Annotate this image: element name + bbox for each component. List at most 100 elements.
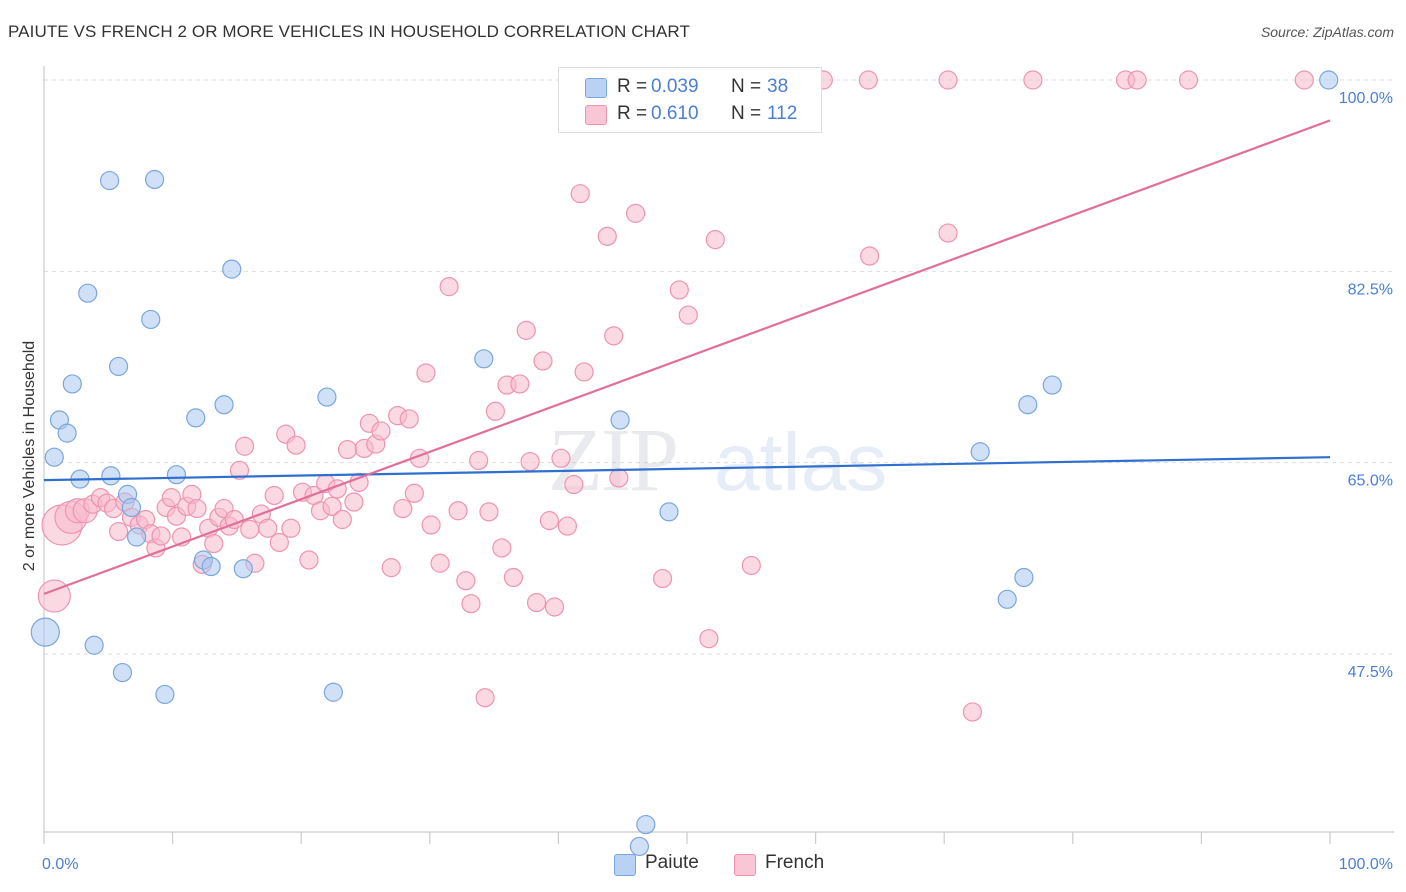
french-point <box>108 521 129 542</box>
french-point <box>204 533 224 554</box>
watermark-atlas: atlas <box>714 417 887 508</box>
french-point <box>492 538 512 558</box>
legend-r-value: 0.610 <box>651 103 699 124</box>
legend-row-paiute: R = 0.039 N = 38 <box>559 74 821 102</box>
french-point <box>240 519 260 539</box>
legend-r-value: 0.039 <box>651 76 699 97</box>
french-point <box>539 511 559 531</box>
paiute-point <box>166 465 187 485</box>
french-point <box>652 568 673 589</box>
french-legend-label: French <box>765 852 825 873</box>
y-tick-label: 47.5% <box>1348 664 1393 681</box>
french-point <box>439 277 459 297</box>
paiute-point <box>84 635 104 655</box>
french-points <box>37 70 1314 722</box>
paiute-point <box>636 814 656 835</box>
paiute-point <box>1018 395 1038 415</box>
french-point <box>510 374 530 394</box>
paiute-point <box>155 684 175 705</box>
french-point <box>1178 70 1199 90</box>
french-point <box>286 435 306 455</box>
paiute-point <box>610 410 630 430</box>
french-point <box>609 468 629 488</box>
paiute-point <box>629 836 650 857</box>
chart-title: PAIUTE VS FRENCH 2 OR MORE VEHICLES IN H… <box>8 22 690 41</box>
french-point <box>281 518 301 538</box>
paiute-swatch <box>585 78 607 98</box>
french-point <box>399 409 419 429</box>
source-label: Source: ZipAtlas.com <box>1260 24 1394 40</box>
french-point <box>557 516 578 536</box>
french-point <box>161 488 181 508</box>
paiute-point <box>186 408 206 428</box>
french-point <box>485 401 505 421</box>
french-trend-line <box>43 119 1331 595</box>
paiute-point <box>108 356 129 377</box>
french-point <box>448 501 468 521</box>
french-point <box>235 436 255 456</box>
paiute-point <box>112 662 133 683</box>
french-point <box>475 688 495 708</box>
french-swatch <box>585 105 607 125</box>
paiute-point <box>1319 70 1339 90</box>
paiute-point <box>474 349 494 369</box>
french-point <box>564 474 584 495</box>
french-point <box>669 280 689 300</box>
y-tick-label: 82.5% <box>1348 281 1393 298</box>
french-point <box>337 439 358 460</box>
paiute-point <box>44 447 64 467</box>
french-point <box>344 492 364 512</box>
paiute-point <box>126 527 147 547</box>
french-point <box>421 515 441 535</box>
paiute-point <box>30 617 60 647</box>
french-point <box>962 702 983 722</box>
french-point <box>938 223 958 243</box>
tick-labels: 47.5% 65.0% 82.5% 100.0% 0.0% 100.0% <box>42 90 1393 873</box>
legend-n-label: N = <box>731 103 762 124</box>
french-point <box>544 597 565 617</box>
french-point <box>381 558 401 578</box>
paiute-point <box>1042 375 1062 395</box>
paiute-point <box>144 169 165 190</box>
french-point <box>264 485 284 506</box>
french-point <box>187 498 207 519</box>
y-tick-label: 65.0% <box>1348 473 1393 490</box>
french-point <box>1294 70 1314 90</box>
french-point <box>678 305 698 325</box>
paiute-point <box>201 556 221 577</box>
trend-lines <box>43 119 1331 595</box>
paiute-point <box>970 442 990 462</box>
french-point <box>938 70 958 90</box>
paiute-point <box>233 559 253 579</box>
french-point <box>299 550 319 570</box>
french-point <box>858 70 878 90</box>
axes <box>43 66 1394 844</box>
paiute-point <box>214 395 234 415</box>
x-tick-label: 100.0% <box>1339 856 1393 873</box>
french-point <box>258 518 278 538</box>
legend-r-label: R = <box>617 103 648 124</box>
french-point <box>461 594 481 614</box>
paiute-point <box>323 682 343 702</box>
paiute-points <box>30 70 1339 857</box>
y-axis-label: 2 or more Vehicles in Household <box>21 341 38 571</box>
y-tick-label: 100.0% <box>1339 90 1393 107</box>
french-point <box>503 567 523 588</box>
paiute-point <box>1014 567 1034 588</box>
paiute-legend-swatch <box>614 854 636 876</box>
french-point <box>456 571 476 591</box>
french-point <box>404 483 424 503</box>
paiute-point <box>141 309 161 330</box>
french-point <box>332 509 352 530</box>
french-point <box>151 526 171 546</box>
french-point <box>625 203 646 223</box>
legend-row-french: R = 0.610 N = 112 <box>559 101 821 129</box>
french-point <box>699 629 719 649</box>
french-point <box>430 553 450 573</box>
paiute-trend-line <box>43 456 1331 482</box>
watermark: ZIP atlas <box>548 411 887 510</box>
french-point <box>520 451 540 472</box>
paiute-point <box>101 466 121 486</box>
french-point <box>526 593 547 613</box>
